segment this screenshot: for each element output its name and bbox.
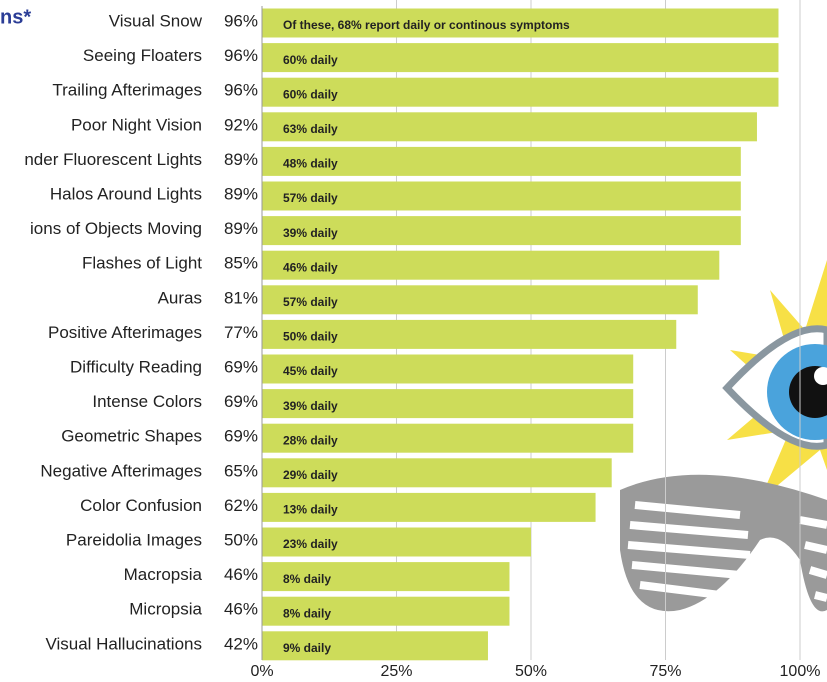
- category-label: Color Confusion: [80, 496, 202, 515]
- value-label: 69%: [224, 357, 258, 376]
- daily-label: Of these, 68% report daily or continous …: [283, 18, 570, 32]
- category-label: Flashes of Light: [82, 254, 202, 273]
- category-label: Auras: [158, 288, 202, 307]
- daily-label: 57% daily: [283, 295, 338, 309]
- daily-label: 9% daily: [283, 641, 331, 655]
- x-tick-label: 100%: [780, 663, 821, 680]
- value-label: 69%: [224, 427, 258, 446]
- value-label: 89%: [224, 219, 258, 238]
- value-label: 65%: [224, 461, 258, 480]
- value-label: 77%: [224, 323, 258, 342]
- daily-label: 29% daily: [283, 468, 338, 482]
- value-label: 62%: [224, 496, 258, 515]
- daily-label: 57% daily: [283, 191, 338, 205]
- value-label: 92%: [224, 115, 258, 134]
- daily-label: 45% daily: [283, 364, 338, 378]
- chart-title: ns*: [0, 6, 31, 28]
- value-label: 42%: [224, 634, 258, 653]
- daily-label: 13% daily: [283, 503, 338, 517]
- value-label: 96%: [224, 46, 258, 65]
- category-label: nder Fluorescent Lights: [24, 150, 202, 169]
- x-tick-label: 50%: [515, 663, 547, 680]
- category-label: ions of Objects Moving: [30, 219, 202, 238]
- bar: [262, 78, 778, 107]
- x-tick-label: 0%: [250, 663, 273, 680]
- daily-label: 39% daily: [283, 226, 338, 240]
- x-tick-label: 25%: [380, 663, 412, 680]
- category-label: Pareidolia Images: [66, 530, 202, 549]
- category-label: Seeing Floaters: [83, 46, 202, 65]
- value-label: 96%: [224, 81, 258, 100]
- value-label: 46%: [224, 565, 258, 584]
- bar: [262, 43, 778, 72]
- chart: ns* 0% 25% 50% 75% 100% Visual Snow 96% Of thes…: [0, 0, 827, 682]
- category-label: Difficulty Reading: [70, 357, 202, 376]
- daily-label: 48% daily: [283, 157, 338, 171]
- value-label: 46%: [224, 600, 258, 619]
- daily-label: 39% daily: [283, 399, 338, 413]
- category-label: Visual Hallucinations: [45, 634, 202, 653]
- value-label: 69%: [224, 392, 258, 411]
- category-label: Visual Snow: [109, 11, 203, 30]
- x-tick-label: 75%: [649, 663, 681, 680]
- category-label: Trailing Afterimages: [52, 81, 202, 100]
- daily-label: 63% daily: [283, 122, 338, 136]
- daily-label: 46% daily: [283, 260, 338, 274]
- daily-label: 50% daily: [283, 330, 338, 344]
- category-label: Positive Afterimages: [48, 323, 202, 342]
- category-label: Poor Night Vision: [71, 115, 202, 134]
- category-label: Negative Afterimages: [40, 461, 202, 480]
- daily-label: 8% daily: [283, 572, 331, 586]
- value-label: 89%: [224, 184, 258, 203]
- value-label: 85%: [224, 254, 258, 273]
- category-label: Halos Around Lights: [50, 184, 202, 203]
- category-label: Geometric Shapes: [61, 427, 202, 446]
- daily-label: 60% daily: [283, 87, 338, 101]
- daily-label: 28% daily: [283, 433, 338, 447]
- category-label: Intense Colors: [92, 392, 202, 411]
- category-label: Macropsia: [124, 565, 203, 584]
- value-label: 89%: [224, 150, 258, 169]
- daily-label: 60% daily: [283, 53, 338, 67]
- category-label: Micropsia: [129, 600, 202, 619]
- daily-label: 23% daily: [283, 537, 338, 551]
- value-label: 96%: [224, 11, 258, 30]
- daily-label: 8% daily: [283, 606, 331, 620]
- value-label: 50%: [224, 530, 258, 549]
- value-label: 81%: [224, 288, 258, 307]
